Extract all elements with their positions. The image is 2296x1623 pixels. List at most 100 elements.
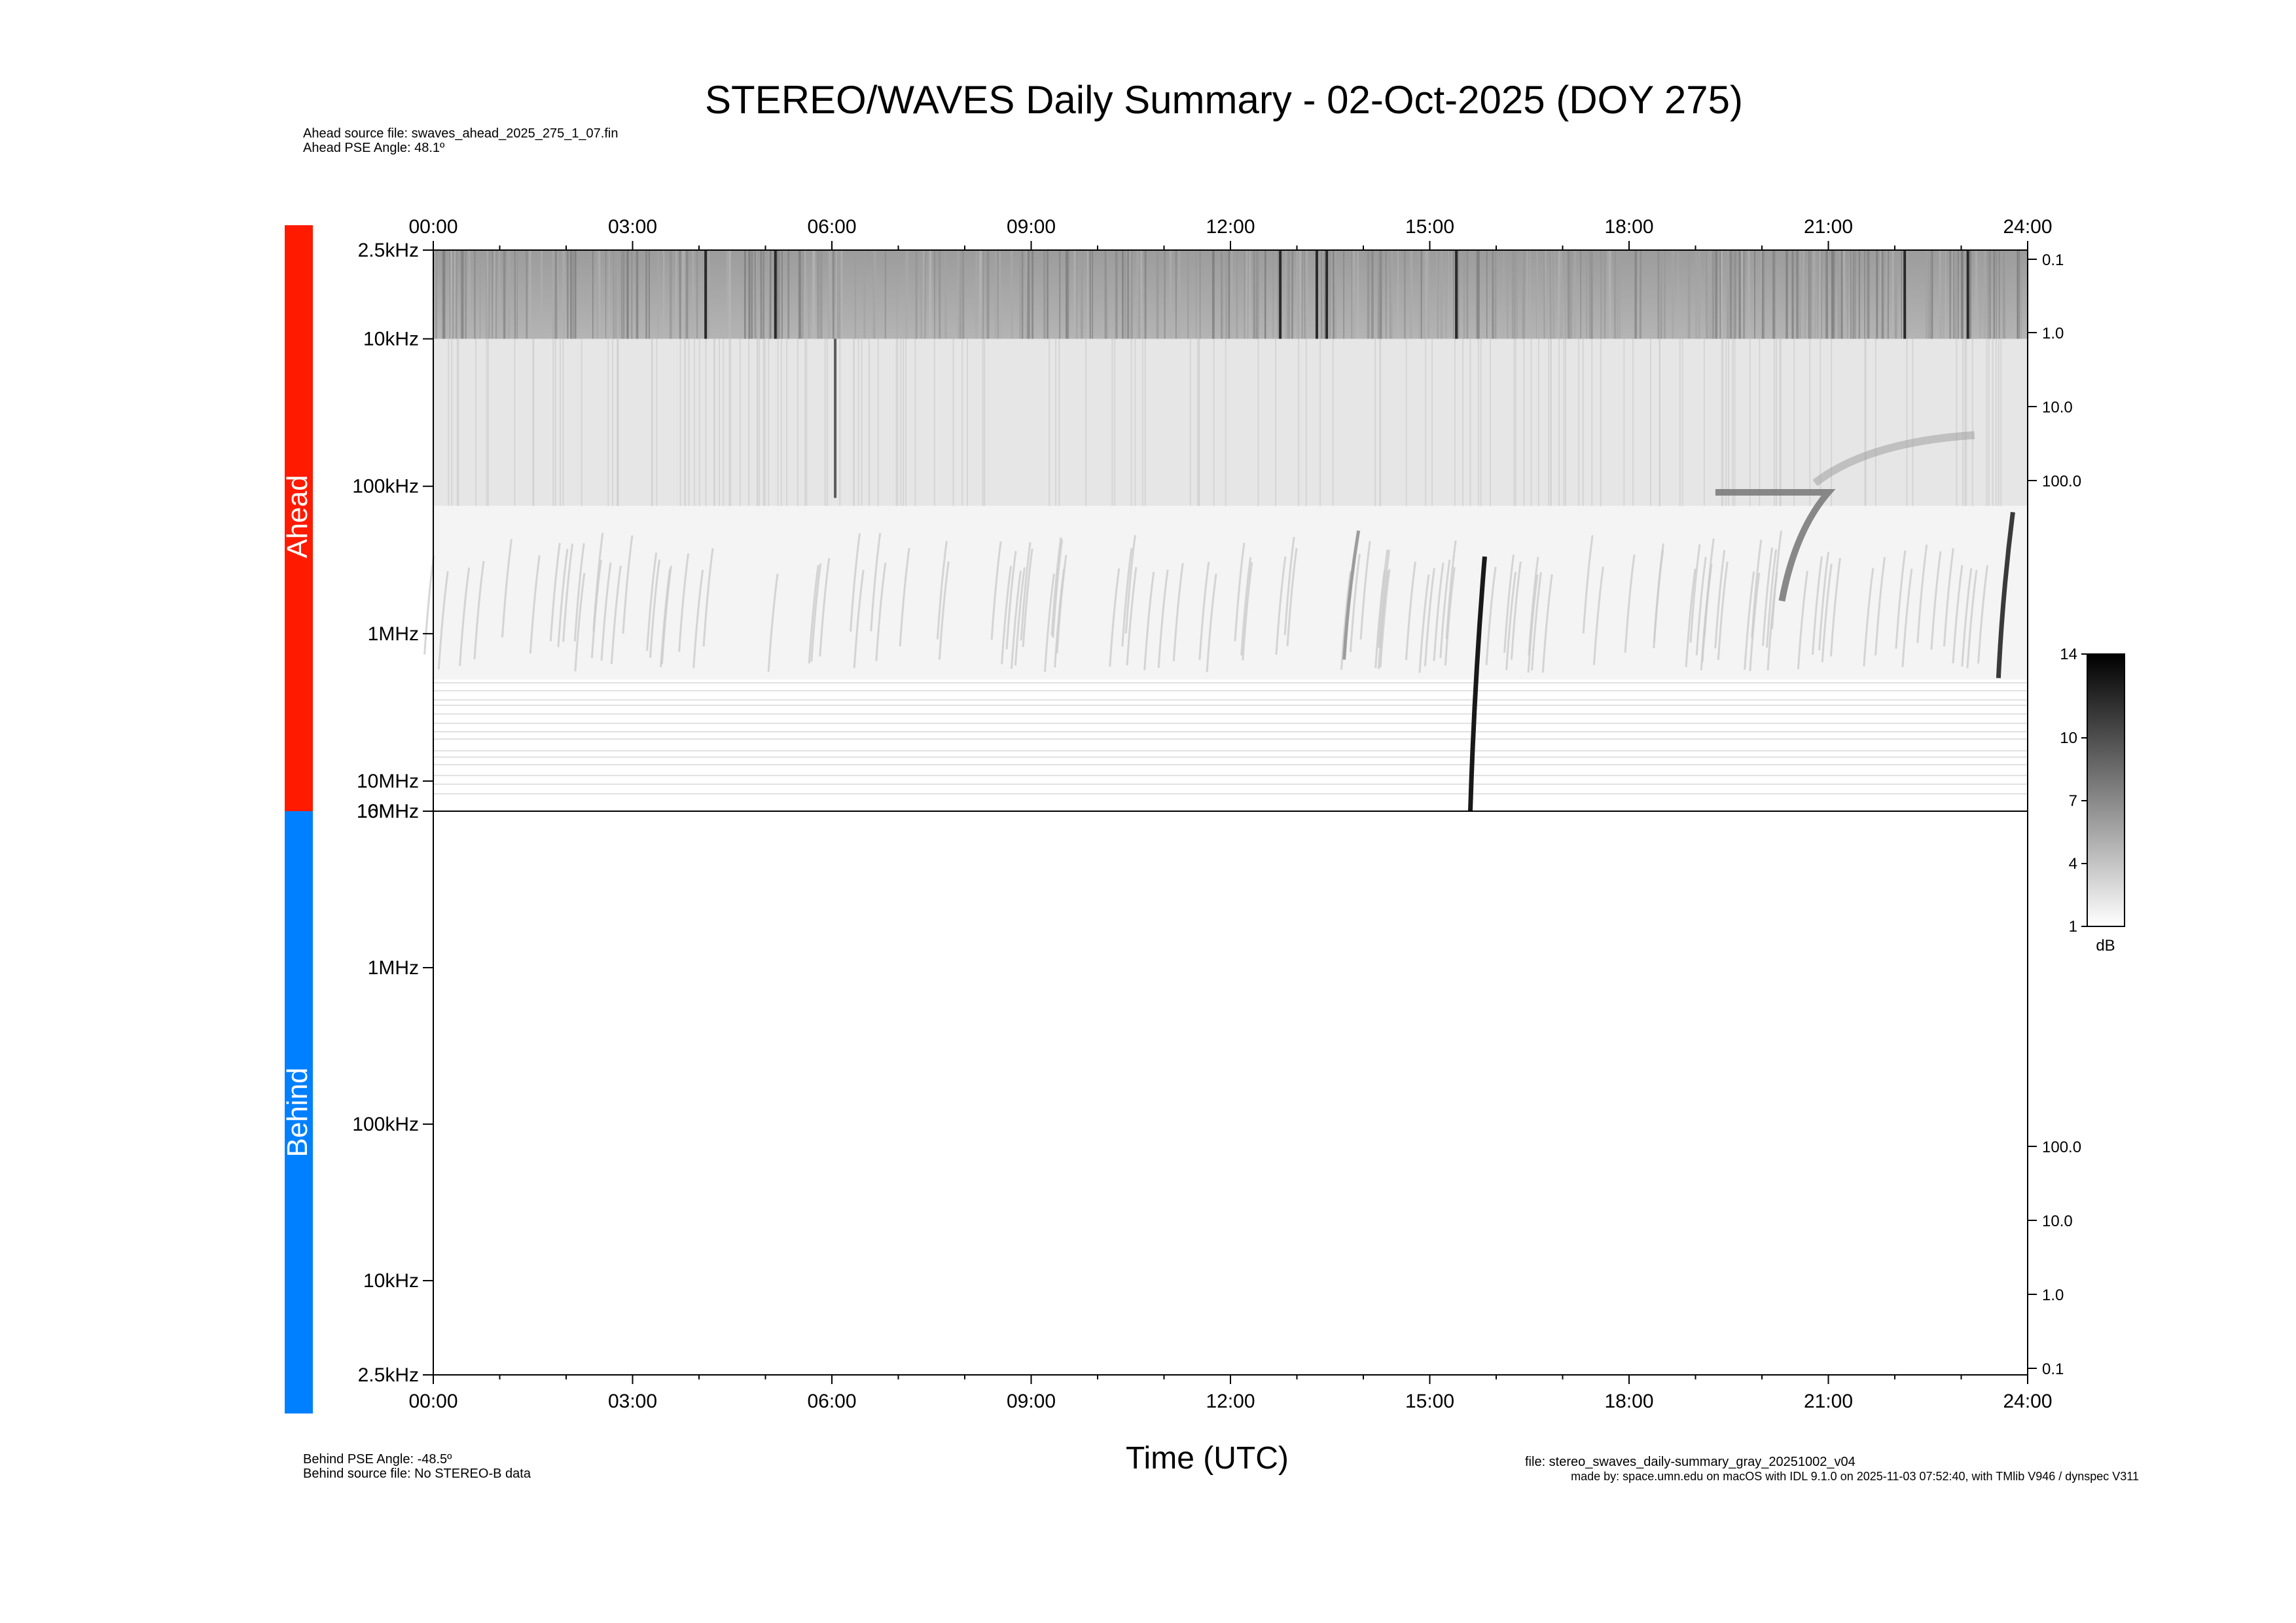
ahead-y-tick: 1MHz [368,623,419,645]
behind-y-tick: 2.5kHz [358,1364,419,1386]
drift-streak [529,555,541,654]
drift-streak [1582,535,1594,634]
drift-streak [590,559,602,659]
drift-streak [1966,570,1978,668]
colorbar-unit-label: dB [2096,937,2115,955]
x-tick-label-top: 09:00 [1007,216,1056,238]
drift-streak [1531,572,1543,671]
drift-streak [1424,568,1435,666]
drift-streak [1240,557,1252,656]
behind-empty-area [433,811,2028,1375]
mid-freq-band [433,338,2028,506]
drift-streak [853,570,865,668]
drift-streak [649,559,660,658]
behind-right-tick: 10.0 [2042,1213,2073,1230]
drift-streak [808,565,819,664]
feature-type-III-burst [1467,556,1487,812]
drift-streak [1242,562,1253,661]
colorbar-tick-label: 10 [2060,729,2077,747]
drift-streak [1340,571,1352,670]
drift-streak [437,571,449,670]
colorbar-tick-label: 1 [2069,918,2077,936]
drift-streak [1863,568,1874,666]
drift-streak [1528,556,1539,655]
x-tick-label-top: 15:00 [1405,216,1454,238]
colorbar-tick-label: 4 [2069,855,2077,873]
drift-streak [1952,564,1964,664]
x-tick-label-top: 18:00 [1604,216,1653,238]
drift-streak [810,563,822,662]
high-freq-band [433,505,2028,680]
drift-streak [459,567,471,666]
drift-streak [1541,574,1553,673]
drift-streak [1043,574,1055,672]
drift-streak [549,543,561,642]
drift-streak [1010,570,1022,669]
behind-y-tick: 10MHz [357,801,419,822]
behind-source-file: Behind source file: No STEREO-B data [303,1467,531,1481]
drift-streak [1121,548,1133,647]
drift-streak [1157,569,1169,668]
drift-streak [692,570,704,668]
drift-streak [574,573,586,672]
drift-streak [1901,568,1913,667]
x-tick-label-bottom: 06:00 [807,1391,856,1412]
drift-streak [1485,566,1497,665]
drift-streak [1592,566,1604,665]
ahead-y-tick: 16MHz [357,801,419,822]
ahead-pse-angle: Ahead PSE Angle: 48.1º [303,141,445,155]
behind-right-tick: 0.1 [2042,1360,2064,1378]
drift-streak [1377,549,1389,648]
drift-streak [1821,564,1833,663]
feature-drifting-emission [1715,489,1836,602]
x-axis-label: Time (UTC) [1126,1441,1289,1476]
x-tick-label-top: 24:00 [2003,216,2052,238]
feature-burst [1342,530,1361,660]
drift-streak [1916,544,1928,644]
drift-streak [562,543,574,642]
drift-streak [1022,548,1033,647]
drift-streak [1005,551,1017,649]
behind-y-tick: 10kHz [363,1270,419,1292]
drift-streak [1744,571,1755,670]
drift-streak [1206,574,1217,672]
x-tick-label-top: 12:00 [1206,216,1255,238]
drift-streak [1714,550,1726,649]
drift-streak [1797,571,1808,670]
colorbar-tick-label: 14 [2060,646,2077,663]
drift-streak [678,553,690,652]
drift-streak [1143,572,1155,670]
drift-streak [423,556,435,655]
drift-streak [1505,572,1517,670]
ahead-spectrogram [423,250,2028,812]
drift-streak [1700,572,1712,670]
drift-streak [1014,567,1026,666]
drift-streak [1275,556,1287,655]
drift-streak [1527,574,1539,673]
drift-streak [1751,539,1763,638]
ahead-right-tick: 1.0 [2042,325,2064,342]
drift-streak [557,549,569,647]
drift-streak [1433,562,1444,661]
x-tick-label-top: 21:00 [1804,216,1853,238]
feature-radio-burst [1996,511,2015,678]
footer-file: file: stereo_swaves_daily-summary_gray_2… [1525,1455,1856,1469]
drift-streak [1418,574,1430,673]
drift-streak [660,568,672,668]
drift-streak [1818,551,1830,651]
drift-streak [1359,541,1371,640]
drift-streak [938,561,950,660]
behind-y-tick: 1MHz [368,957,419,979]
drift-streak [610,565,622,665]
behind-right-tick: 100.0 [2042,1139,2081,1156]
drift-streak [1510,561,1522,660]
x-tick-label-bottom: 09:00 [1007,1391,1056,1412]
drift-streak [1198,561,1210,661]
ahead-y-tick: 10kHz [363,329,419,350]
colorbar-tick-label: 7 [2069,792,2077,810]
drift-streak [1056,555,1067,653]
ahead-right-tick: 0.1 [2042,251,2064,269]
drift-streak [1977,565,1989,664]
x-tick-label-bottom: 00:00 [408,1391,457,1412]
drift-streak [1695,556,1707,655]
